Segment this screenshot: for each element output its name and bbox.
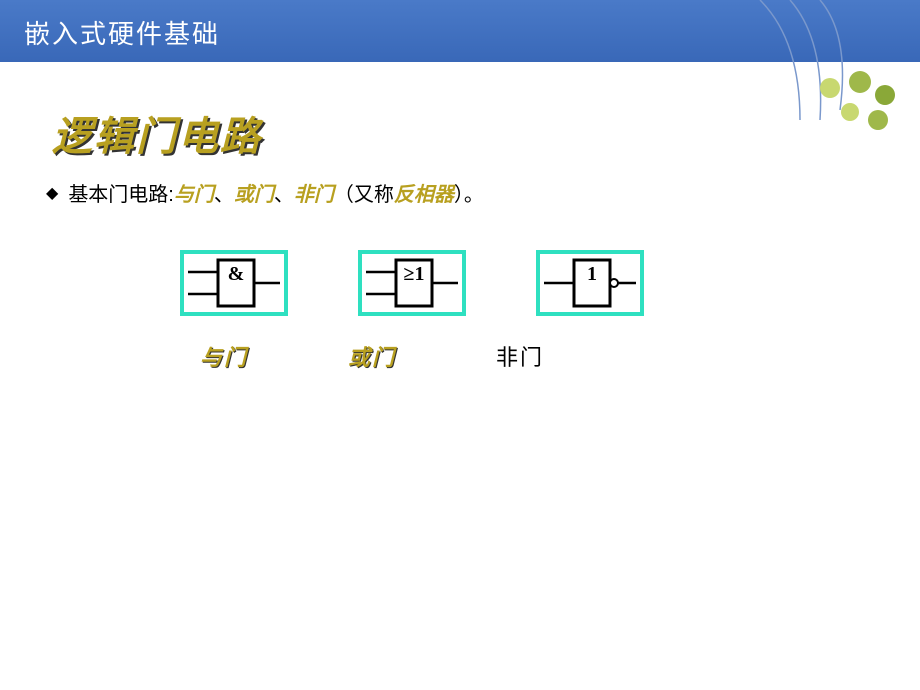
svg-text:1: 1 — [587, 263, 597, 285]
header-title: 嵌入式硬件基础 — [0, 0, 920, 51]
bullet-text: ）。 — [454, 184, 484, 206]
bullet-prefix: 基本门电路: — [68, 178, 174, 207]
header-bar: 嵌入式硬件基础 — [0, 0, 920, 62]
gate-symbol-svg: & — [184, 254, 284, 312]
bullet-parts: 与门、或门、非门（又称反相器）。 — [174, 178, 484, 207]
gates-row: & ≥1 1 — [180, 250, 644, 316]
labels-row: 与门 或门 非门 — [200, 340, 544, 372]
gate-and: & — [180, 250, 288, 316]
gate-label-or: 或门 — [348, 340, 396, 372]
slide-title: 逻辑门电路 — [52, 104, 262, 162]
bullet-text: （又称 — [334, 184, 394, 206]
bullet-marker: ◆ — [46, 183, 58, 203]
gate-not: 1 — [536, 250, 644, 316]
svg-text:&: & — [228, 263, 245, 285]
bullet-highlight: 或门 — [234, 184, 274, 206]
bullet-line: ◆ 基本门电路: 与门、或门、非门（又称反相器）。 — [46, 178, 484, 207]
gate-or: ≥1 — [358, 250, 466, 316]
bullet-text: 、 — [214, 184, 234, 206]
dots-decoration — [800, 70, 900, 150]
gate-label-not: 非门 — [496, 340, 544, 372]
bullet-highlight: 反相器 — [394, 184, 454, 206]
bullet-highlight: 非门 — [294, 184, 334, 206]
gate-symbol-svg: ≥1 — [362, 254, 462, 312]
bullet-highlight: 与门 — [174, 184, 214, 206]
svg-text:≥1: ≥1 — [404, 263, 425, 285]
gate-symbol-svg: 1 — [540, 254, 640, 312]
bullet-text: 、 — [274, 184, 294, 206]
gate-label-and: 与门 — [200, 340, 248, 372]
